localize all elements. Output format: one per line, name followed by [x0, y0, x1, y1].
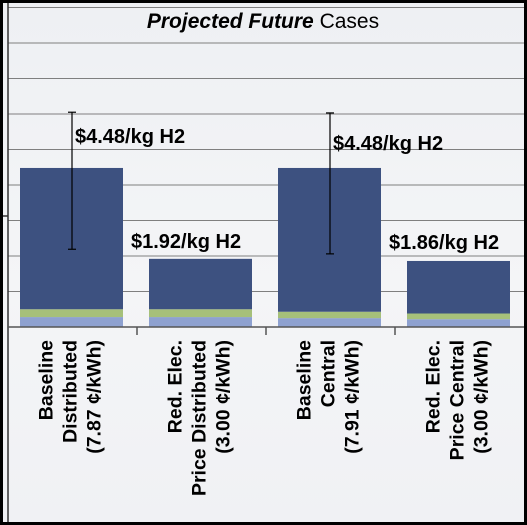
data-label: $1.86/kg H2: [389, 232, 499, 254]
bar-segment-1: [20, 317, 123, 327]
data-label: $4.48/kg H2: [75, 126, 185, 148]
bar-segment-2: [20, 309, 123, 318]
bar-segment-1: [149, 317, 252, 327]
category-label: Baseline Distributed (7.87 ¢/kWh): [36, 340, 106, 454]
data-labels: $4.48/kg H2 $1.92/kg H2 $4.48/kg H2 $1.86/k…: [75, 126, 499, 254]
category-label-line: (3.00 ¢/kWh): [213, 340, 235, 454]
category-label-line: (7.91 ¢/kWh): [342, 340, 364, 454]
bar-segment-3: [149, 258, 252, 310]
bar-segment-1: [407, 319, 510, 327]
category-label-line: Red. Elec.: [165, 340, 187, 433]
data-label: $1.92/kg H2: [131, 231, 241, 253]
category-labels: Baseline Distributed (7.87 ¢/kWh) Red. Elec…: [36, 340, 493, 496]
bar-segment-3: [407, 260, 510, 314]
category-label-line: Price Distributed: [189, 340, 211, 496]
bar-chart: $4.48/kg H2 $1.92/kg H2 $4.48/kg H2 $1.86/k…: [3, 3, 524, 522]
bar-segment-2: [407, 313, 510, 320]
category-dividers: [3, 215, 396, 335]
bar-segment-1: [278, 318, 381, 327]
category-label-line: Price Central: [447, 340, 469, 460]
category-label-line: Distributed: [60, 340, 82, 443]
category-label: Baseline Central (7.91 ¢/kWh): [294, 340, 364, 454]
category-label-line: Red. Elec.: [423, 340, 445, 433]
chart-title: Projected Future Cases: [147, 10, 379, 33]
category-label-line: Central: [318, 340, 340, 407]
category-label-line: Baseline: [36, 340, 58, 420]
bar-segment-2: [149, 309, 252, 318]
category-label: Red. Elec. Price Distributed (3.00 ¢/kWh): [165, 340, 235, 496]
chart-title-italic: Projected Future: [147, 10, 314, 33]
category-label-line: (3.00 ¢/kWh): [471, 340, 493, 454]
chart-title-plain: Cases: [314, 10, 379, 33]
error-bars: [68, 111, 334, 255]
category-label-line: (7.87 ¢/kWh): [84, 340, 106, 454]
data-label: $4.48/kg H2: [333, 133, 443, 155]
bar-segment-2: [278, 311, 381, 319]
category-label: Red. Elec. Price Central (3.00 ¢/kWh): [423, 340, 493, 460]
category-label-line: Baseline: [294, 340, 316, 420]
